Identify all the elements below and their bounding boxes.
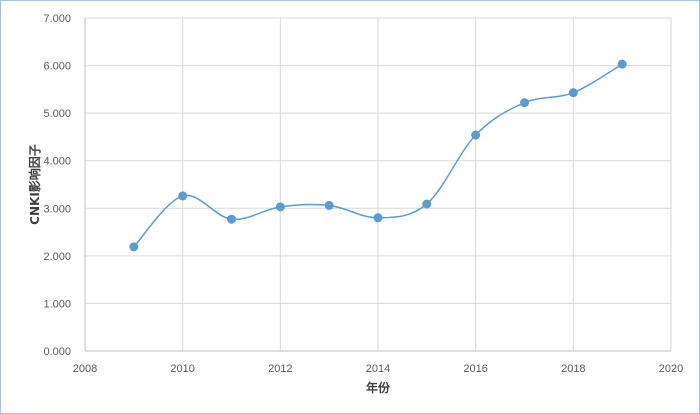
- axes: [84, 18, 671, 352]
- y-tick-label: 3.000: [43, 203, 71, 215]
- y-tick-label: 5.000: [43, 108, 71, 120]
- y-tick-label: 2.000: [43, 251, 71, 263]
- y-tick-label: 1.000: [43, 298, 71, 310]
- data-point: [422, 199, 432, 209]
- x-tick-label: 2012: [268, 363, 292, 375]
- data-point: [324, 200, 334, 210]
- data-point: [373, 213, 383, 223]
- y-tick-label: 0.000: [43, 346, 71, 358]
- y-tick-label: 6.000: [43, 61, 71, 73]
- data-point: [178, 191, 188, 201]
- data-point: [227, 214, 236, 224]
- data-point: [275, 202, 285, 212]
- x-axis-title: 年份: [366, 380, 391, 395]
- x-tick-labels: 2008 2010 2012 2014 2016 2018 2020: [73, 363, 683, 375]
- vertical-gridlines: [84, 18, 672, 351]
- y-tick-label: 4.000: [43, 156, 71, 168]
- x-tick-label: 2010: [170, 363, 194, 375]
- data-point: [617, 59, 627, 69]
- horizontal-gridlines: [85, 17, 671, 352]
- y-tick-label: 7.000: [43, 13, 71, 25]
- data-point: [471, 130, 481, 140]
- x-tick-label: 2016: [463, 363, 487, 375]
- data-point: [520, 98, 529, 108]
- y-axis-title: CNKI影响因子: [27, 144, 42, 225]
- data-point: [129, 242, 139, 252]
- y-tick-labels: 0.000 1.000 2.000 3.000 4.000 5.000 6.000 7.000: [43, 13, 71, 358]
- x-tick-label: 2008: [73, 363, 97, 375]
- data-point: [568, 88, 578, 98]
- x-tick-label: 2020: [659, 363, 683, 375]
- x-tick-label: 2018: [561, 363, 585, 375]
- x-tick-label: 2014: [366, 363, 390, 375]
- series-group: [129, 59, 627, 252]
